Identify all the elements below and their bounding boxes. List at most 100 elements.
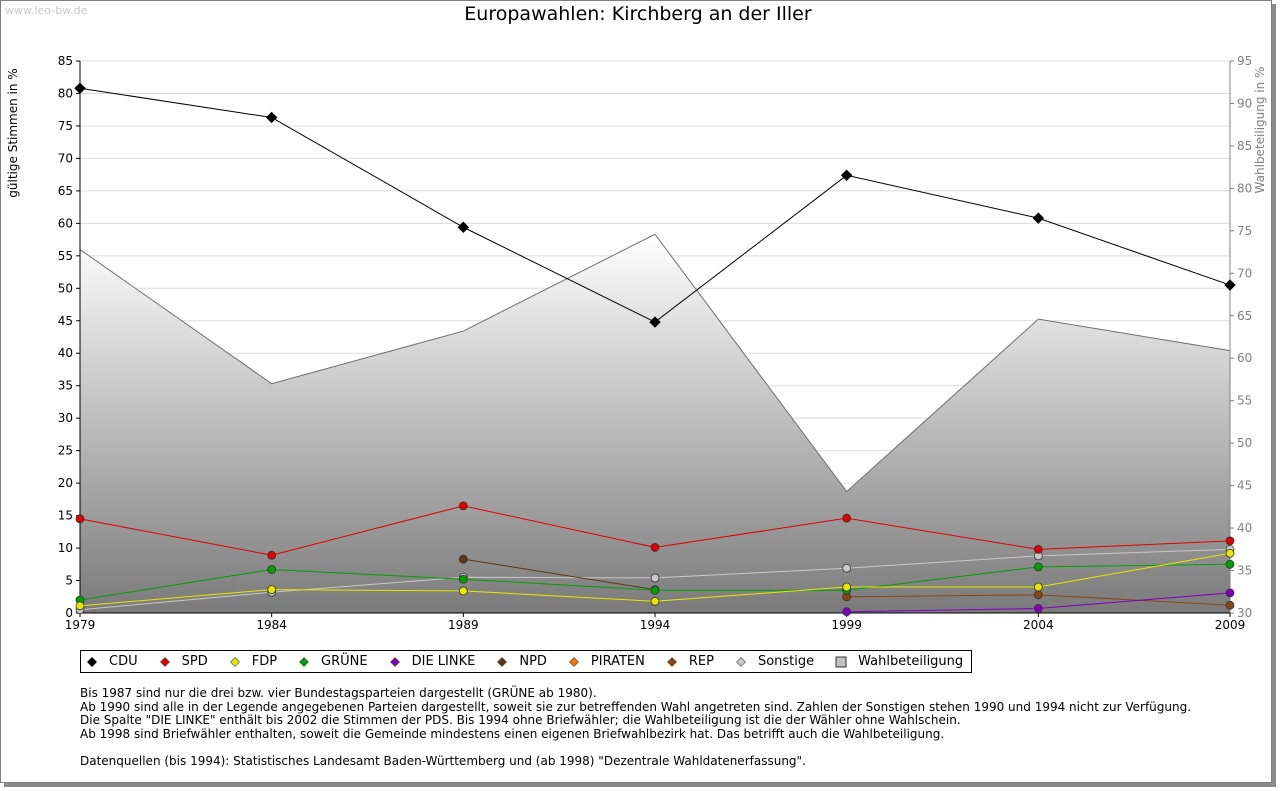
series-die-linke	[842, 588, 1235, 617]
y2-tick-label: 40	[1237, 521, 1252, 535]
data-point	[650, 585, 660, 595]
legend-label: GRÜNE	[321, 654, 368, 669]
series-cdu	[74, 82, 1236, 328]
note-line: Ab 1990 sind alle in der Legende angegeb…	[80, 699, 1192, 714]
x-tick-label: 1979	[65, 618, 96, 632]
y2-tick-label: 90	[1237, 96, 1252, 110]
data-point	[650, 573, 660, 583]
series-line	[463, 558, 656, 591]
y-tick-label: 45	[58, 314, 73, 328]
data-point	[457, 221, 470, 233]
legend-item-npd: NPD	[495, 654, 547, 669]
y2-tick-label: 80	[1237, 181, 1252, 195]
series-rep	[842, 590, 1235, 610]
legend-marker	[158, 655, 172, 669]
y-tick-label: 75	[58, 119, 73, 133]
y-tick-label: 35	[58, 379, 73, 393]
y-tick-label: 50	[58, 281, 73, 295]
x-tick-label: 2004	[1023, 618, 1054, 632]
x-tick-label: 1999	[831, 618, 862, 632]
legend-marker	[388, 655, 402, 669]
data-point	[1225, 536, 1235, 546]
y-tick-label: 40	[58, 346, 73, 360]
legend-marker	[297, 655, 311, 669]
turnout-area	[79, 233, 1231, 613]
data-point	[458, 501, 468, 511]
data-point	[458, 574, 468, 584]
y2-tick-label: 55	[1237, 394, 1252, 408]
legend-marker	[834, 655, 848, 669]
chart-title: Europawahlen: Kirchberg an der Iller	[464, 3, 812, 25]
legend-marker	[734, 655, 748, 669]
series-fdp	[75, 548, 1235, 611]
y2-tick-label: 30	[1237, 606, 1252, 620]
data-point	[1033, 604, 1043, 613]
data-point	[265, 111, 278, 124]
y2-tick-label: 35	[1237, 564, 1252, 578]
data-point	[1033, 562, 1043, 572]
data-point	[842, 563, 852, 573]
x-tick-label: 1989	[448, 618, 479, 632]
y2-tick-label: 70	[1237, 266, 1252, 280]
data-point	[1033, 544, 1043, 554]
y-tick-label: 15	[58, 509, 73, 523]
data-point	[1032, 212, 1045, 224]
data-point	[75, 514, 85, 524]
data-point	[267, 550, 277, 560]
y-tick-label: 0	[65, 606, 73, 620]
y-tick-label: 5	[65, 574, 73, 588]
legend-item-spd: SPD	[158, 654, 208, 669]
y-tick-label: 30	[58, 411, 73, 425]
data-point	[458, 554, 468, 564]
watermark: www.leo-bw.de	[5, 4, 88, 17]
y-tick-label: 20	[58, 476, 73, 490]
data-point	[75, 601, 85, 611]
y-tick-label: 80	[58, 86, 73, 100]
y-tick-label: 85	[58, 54, 73, 68]
x-tick-label: 2009	[1215, 618, 1246, 632]
note-line	[80, 741, 1191, 755]
legend-label: Wahlbeteiligung	[858, 654, 964, 669]
legend-label: FDP	[251, 654, 278, 669]
y2-tick-label: 45	[1237, 479, 1252, 493]
notes: Bis 1987 sind nur die drei bzw. vier Bun…	[80, 686, 1192, 768]
data-point	[842, 513, 852, 523]
y2-tick-label: 60	[1237, 351, 1252, 365]
y-axis-label: gültige Stimmen in %	[6, 68, 20, 197]
legend: CDU SPD FDP GRÜNE DIE LINKE NPD PIRATEN REP Sons…	[80, 650, 973, 673]
legend-marker	[228, 655, 242, 669]
y2-tick-label: 75	[1237, 224, 1252, 238]
y2-tick-label: 65	[1237, 309, 1252, 323]
series-spd	[75, 501, 1235, 560]
x-tick-label: 1984	[256, 618, 287, 632]
data-point	[840, 169, 853, 182]
note-line: Die Spalte "DIE LINKE" enthält bis 2002 …	[80, 713, 961, 727]
legend-item-die-linke: DIE LINKE	[388, 654, 476, 669]
data-point	[650, 596, 660, 606]
data-point	[1033, 590, 1043, 600]
legend-label: DIE LINKE	[411, 654, 476, 669]
legend-marker	[665, 655, 679, 669]
legend-marker	[85, 655, 99, 669]
note-line: Ab 1998 sind Briefwähler enthalten, sowe…	[80, 726, 945, 741]
data-point	[1033, 582, 1043, 592]
legend-item-piraten: PIRATEN	[567, 654, 645, 669]
legend-label: PIRATEN	[590, 654, 645, 669]
data-point	[650, 543, 660, 552]
legend-marker	[567, 655, 581, 669]
series-lines	[74, 82, 1236, 617]
y2-axis-label: Wahlbeteiligung in %	[1253, 67, 1267, 194]
turnout-area-fill	[80, 234, 1230, 613]
y-tick-label: 25	[58, 444, 73, 458]
legend-item-wahlbeteiligung: Wahlbeteiligung	[834, 654, 963, 669]
legend-item-rep: REP	[665, 654, 714, 669]
y-tick-label: 10	[58, 541, 73, 555]
legend-item-sonstige: Sonstige	[734, 654, 814, 669]
legend-item-cdu: CDU	[85, 654, 138, 669]
turnout-line	[79, 233, 1231, 493]
data-point	[842, 582, 852, 592]
data-point	[649, 316, 661, 328]
legend-label: Sonstige	[757, 654, 815, 669]
note-line: Datenquellen (bis 1994): Statistisches L…	[80, 753, 806, 768]
y2-tick-label: 95	[1237, 54, 1252, 68]
